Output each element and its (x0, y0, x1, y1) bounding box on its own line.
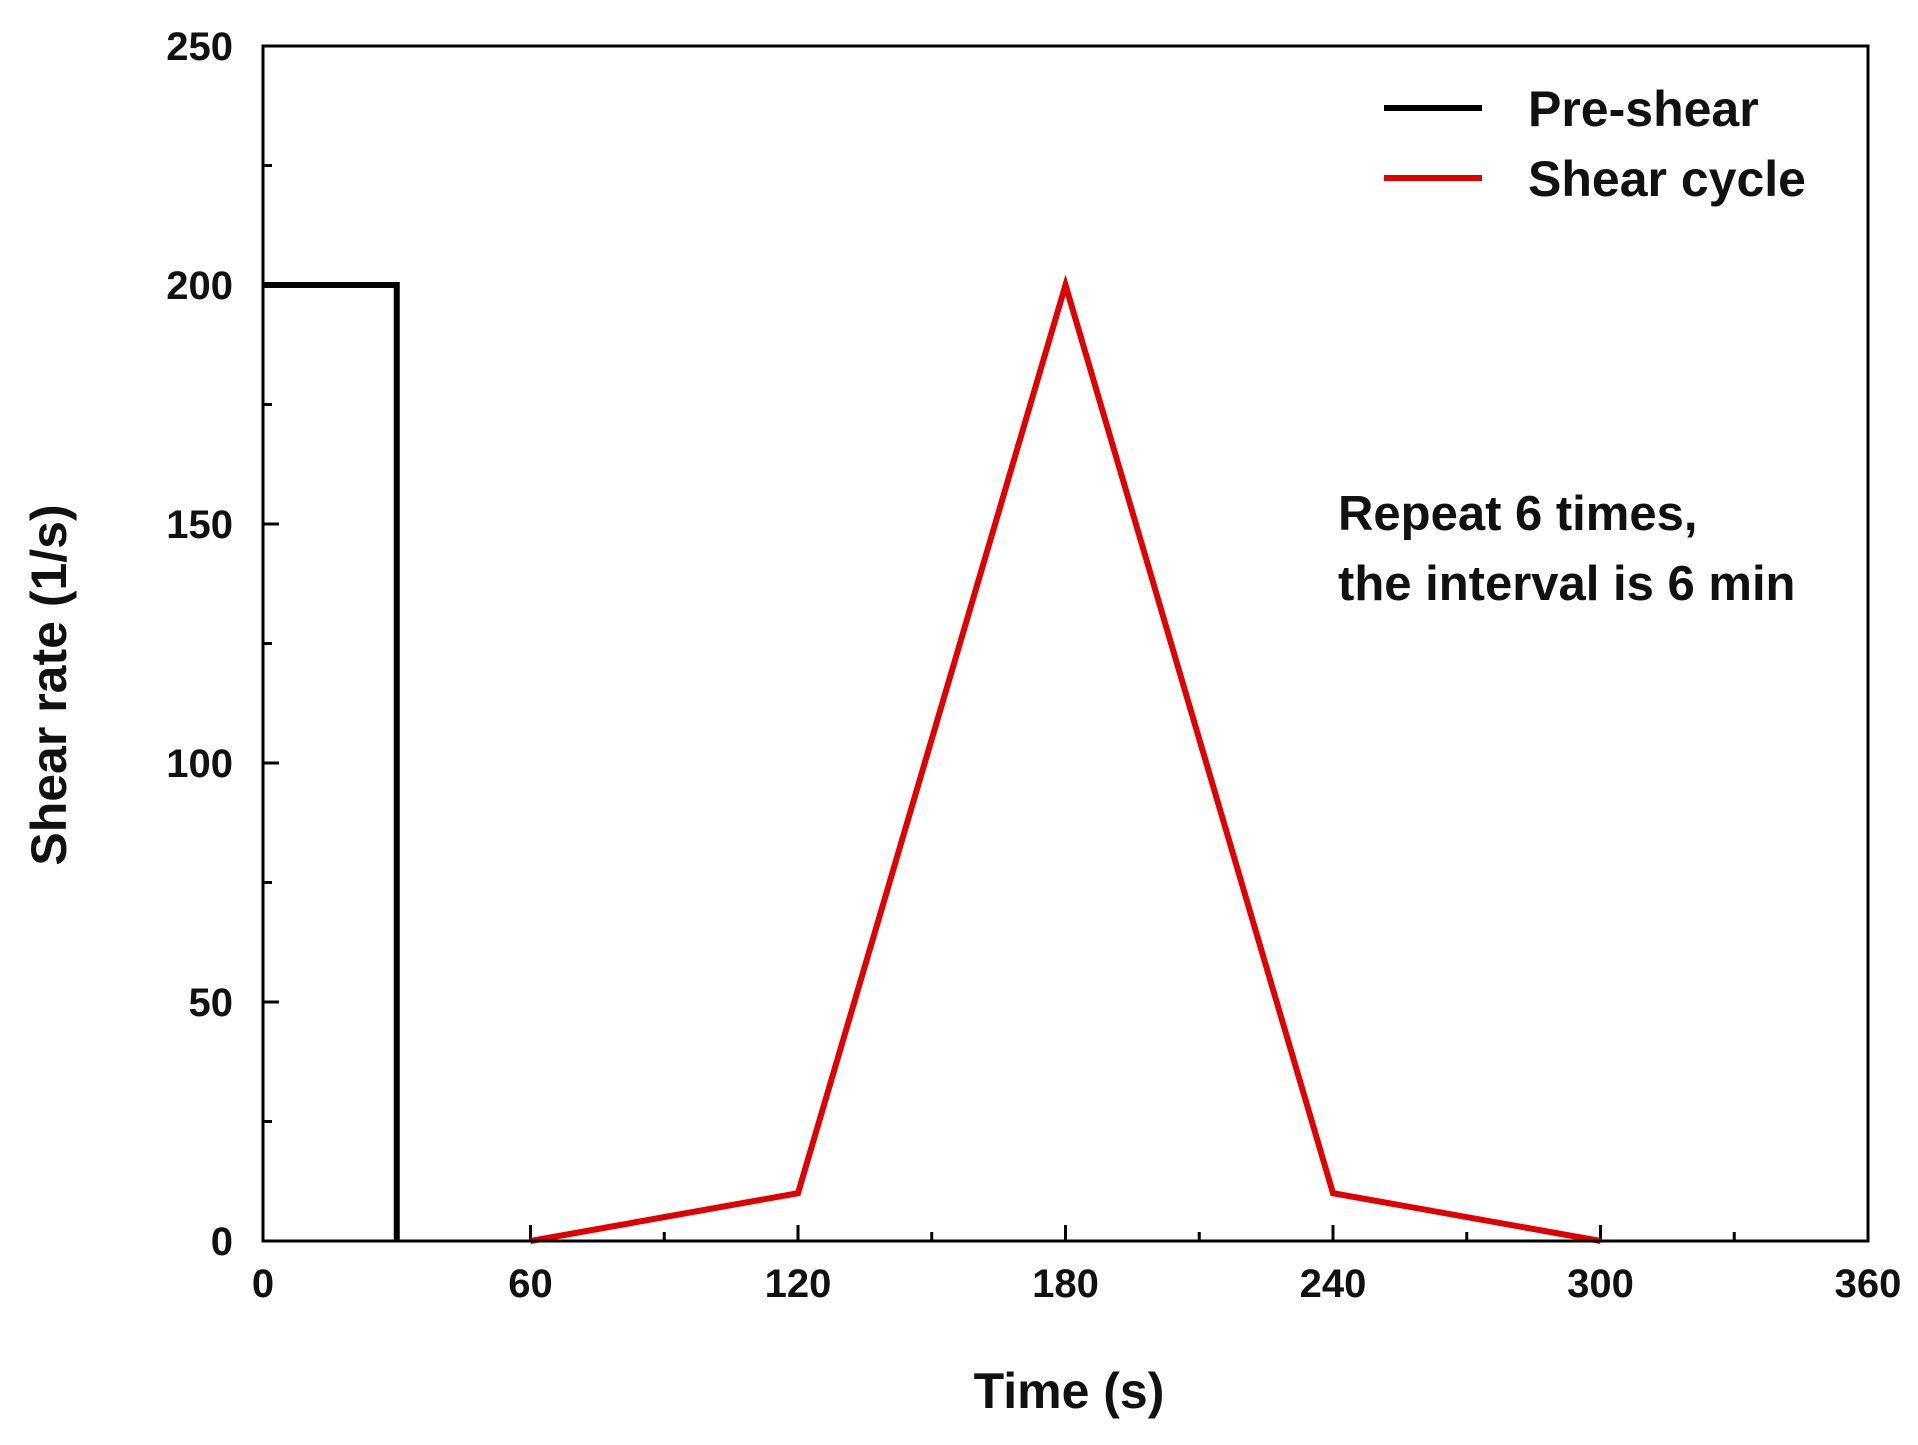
y-tick-label: 0 (211, 1220, 233, 1264)
y-tick-label: 50 (189, 981, 234, 1025)
annotation-line-1: Repeat 6 times, (1338, 487, 1698, 541)
x-tick-label: 240 (1300, 1262, 1367, 1306)
x-tick-label: 60 (508, 1262, 553, 1306)
annotation-line-2: the interval is 6 min (1338, 557, 1796, 611)
y-tick-label: 150 (166, 503, 233, 547)
series-line-shear-cycle (529, 274, 1602, 1244)
legend-label-pre-shear: Pre-shear (1528, 81, 1759, 137)
legend: Pre-shear Shear cycle (1384, 81, 1806, 207)
y-tick-label: 100 (166, 742, 233, 786)
legend-label-shear-cycle: Shear cycle (1528, 151, 1806, 207)
y-tick-label: 200 (166, 264, 233, 308)
x-tick-label: 180 (1032, 1262, 1099, 1306)
ticks-layer (261, 44, 1870, 1243)
x-tick-label: 360 (1835, 1262, 1902, 1306)
x-tick-label: 120 (765, 1262, 832, 1306)
annotation: Repeat 6 times, the interval is 6 min (1338, 487, 1796, 611)
series-layer (263, 274, 1602, 1244)
y-axis-title: Shear rate (1/s) (21, 504, 77, 865)
x-axis-title: Time (s) (974, 1363, 1165, 1419)
x-tick-label: 0 (252, 1262, 274, 1306)
plot-frame (261, 44, 1870, 1243)
y-tick-label: 250 (166, 25, 233, 69)
labels-layer: 0 60 120 180 240 300 360 0 50 100 150 200 250 (166, 25, 1901, 1306)
series-line-pre-shear (263, 282, 400, 1241)
x-tick-label: 300 (1567, 1262, 1634, 1306)
